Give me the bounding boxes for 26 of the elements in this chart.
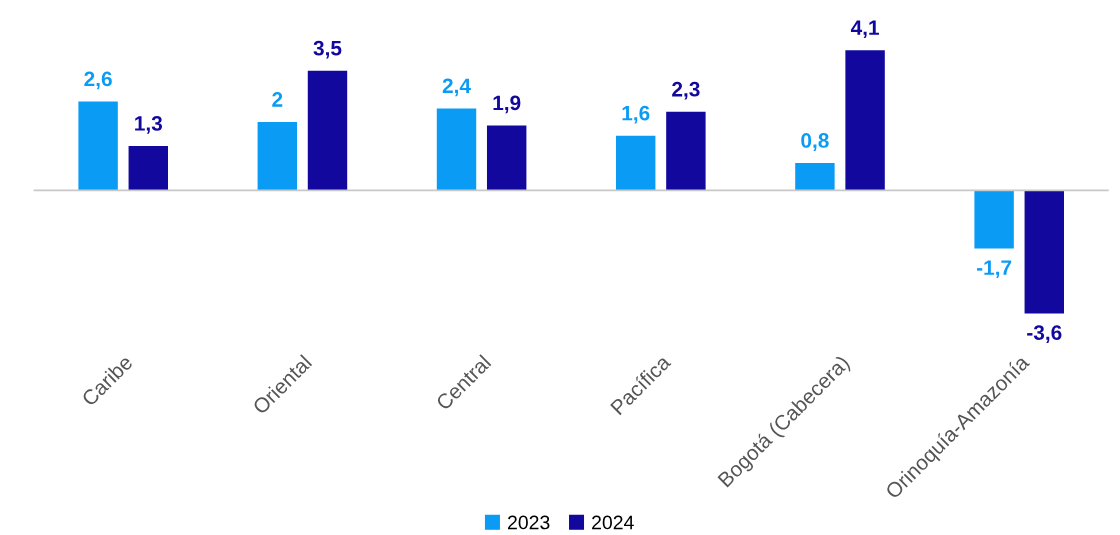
bar (666, 111, 706, 191)
data-label: 1,3 (135, 116, 163, 134)
bar (128, 146, 168, 191)
bar (845, 50, 885, 191)
data-label: 1,6 (622, 105, 650, 124)
legend-label: 2024 (592, 515, 634, 530)
data-label: -1,7 (976, 260, 1012, 278)
data-label: 2,4 (442, 78, 471, 97)
data-label: -3,6 (1027, 325, 1062, 343)
bar (974, 190, 1014, 249)
bar (257, 122, 298, 191)
data-label: 1,9 (493, 95, 521, 114)
bar (307, 70, 348, 191)
data-label: 3,5 (313, 40, 342, 59)
data-label: 2 (272, 92, 283, 107)
bar (1024, 190, 1064, 314)
data-label: 2,3 (672, 81, 700, 100)
bar (795, 163, 835, 191)
bar (78, 101, 118, 191)
legend-label: 2023 (508, 515, 550, 530)
bar (436, 108, 477, 191)
data-label: 0,8 (801, 133, 829, 151)
bar (616, 135, 656, 191)
data-label: 4,1 (850, 20, 879, 39)
data-label: 2,6 (84, 71, 112, 90)
bar (486, 125, 527, 191)
